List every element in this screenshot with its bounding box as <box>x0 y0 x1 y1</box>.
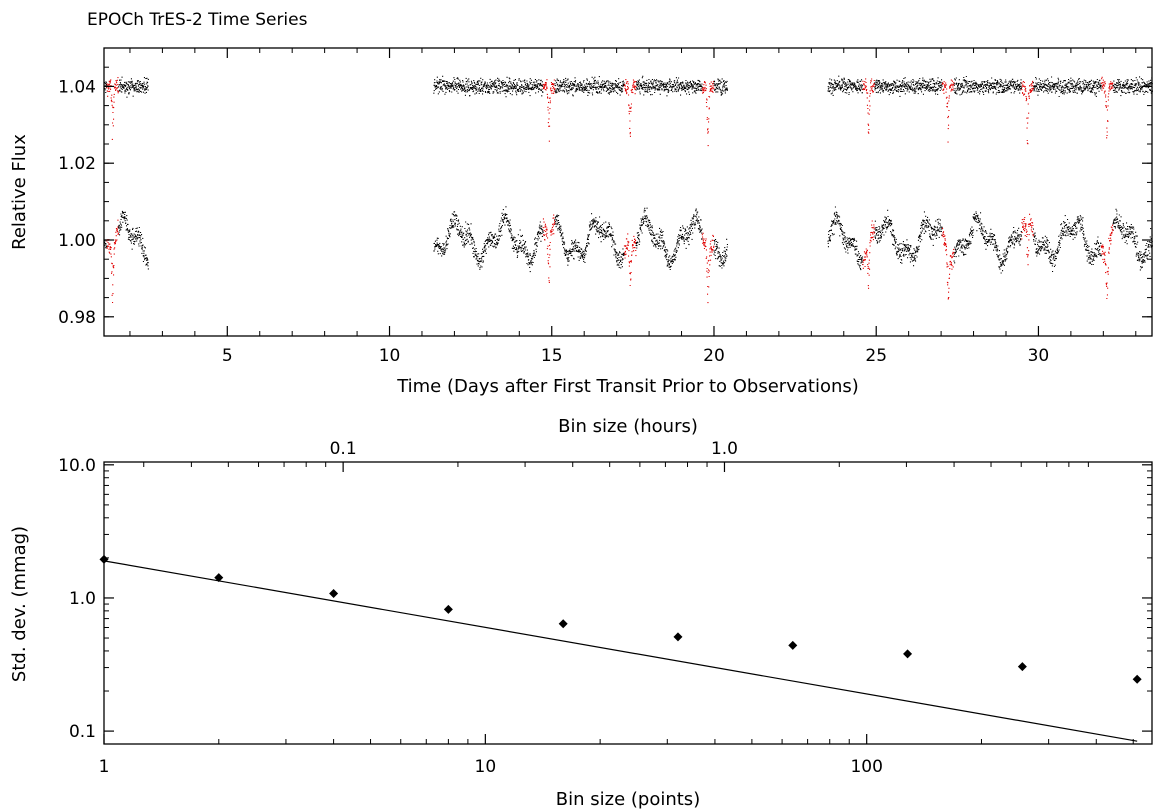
bottom-plot-frame <box>103 461 1153 745</box>
top-plot-frame <box>103 47 1153 337</box>
time-series-panel: 5 10 15 20 25 30 0.98 1.00 1.02 1.04 Time (Days a… <box>9 47 1153 397</box>
bottom-y-tick-label: 0.1 <box>69 722 96 742</box>
bottom-x-tick-label: 10 <box>475 757 497 777</box>
bottom-top-x-tick-label: 0.1 <box>330 439 357 459</box>
top-x-axis-label: Time (Days after First Transit Prior to … <box>396 376 859 397</box>
top-x-tick-label: 10 <box>379 346 401 366</box>
bottom-y-tick-label: 10.0 <box>58 456 96 476</box>
std-dev-point <box>329 589 339 599</box>
top-x-tick-label: 25 <box>865 346 887 366</box>
std-dev-point <box>788 640 798 650</box>
bottom-y-axis-label: Std. dev. (mmag) <box>9 526 30 682</box>
std-dev-point <box>99 554 109 564</box>
bottom-top-x-tick-label: 1.0 <box>711 439 738 459</box>
std-dev-point <box>673 632 683 642</box>
top-y-tick-label: 1.04 <box>58 77 96 97</box>
bottom-x-tick-label: 1 <box>99 757 110 777</box>
top-x-tick-label: 30 <box>1028 346 1050 366</box>
binning-data <box>99 554 1142 742</box>
std-dev-point <box>214 573 224 583</box>
top-y-axis-label: Relative Flux <box>9 134 30 250</box>
top-y-tick-label: 1.02 <box>58 154 96 174</box>
top-y-tick-label: 0.98 <box>58 308 96 328</box>
std-dev-point <box>558 619 568 629</box>
in-transit-points <box>106 76 1114 304</box>
std-dev-point <box>1017 662 1027 672</box>
out-of-transit-points <box>104 75 1153 274</box>
top-y-tick-label: 1.00 <box>58 231 96 251</box>
top-x-tick-label: 5 <box>222 346 233 366</box>
chart-title: EPOCh TrES-2 Time Series <box>87 10 308 30</box>
bottom-x-axis-label: Bin size (points) <box>556 789 700 810</box>
std-dev-point <box>443 604 453 614</box>
bottom-x-tick-label: 100 <box>850 757 882 777</box>
bottom-top-x-axis-label: Bin size (hours) <box>558 416 698 437</box>
top-axis-ticks: 5 10 15 20 25 30 0.98 1.00 1.02 1.04 <box>58 47 1152 366</box>
std-dev-point <box>903 649 913 659</box>
bottom-axis-ticks: 1 10 100 0.1 1.0 10.0 0.1 1.0 <box>58 439 1152 777</box>
white-noise-expectation-line <box>103 560 1138 742</box>
flux-points <box>104 75 1153 304</box>
top-x-tick-label: 20 <box>703 346 725 366</box>
std-dev-point <box>1132 674 1142 684</box>
top-x-tick-label: 15 <box>541 346 563 366</box>
bottom-y-tick-label: 1.0 <box>69 589 96 609</box>
